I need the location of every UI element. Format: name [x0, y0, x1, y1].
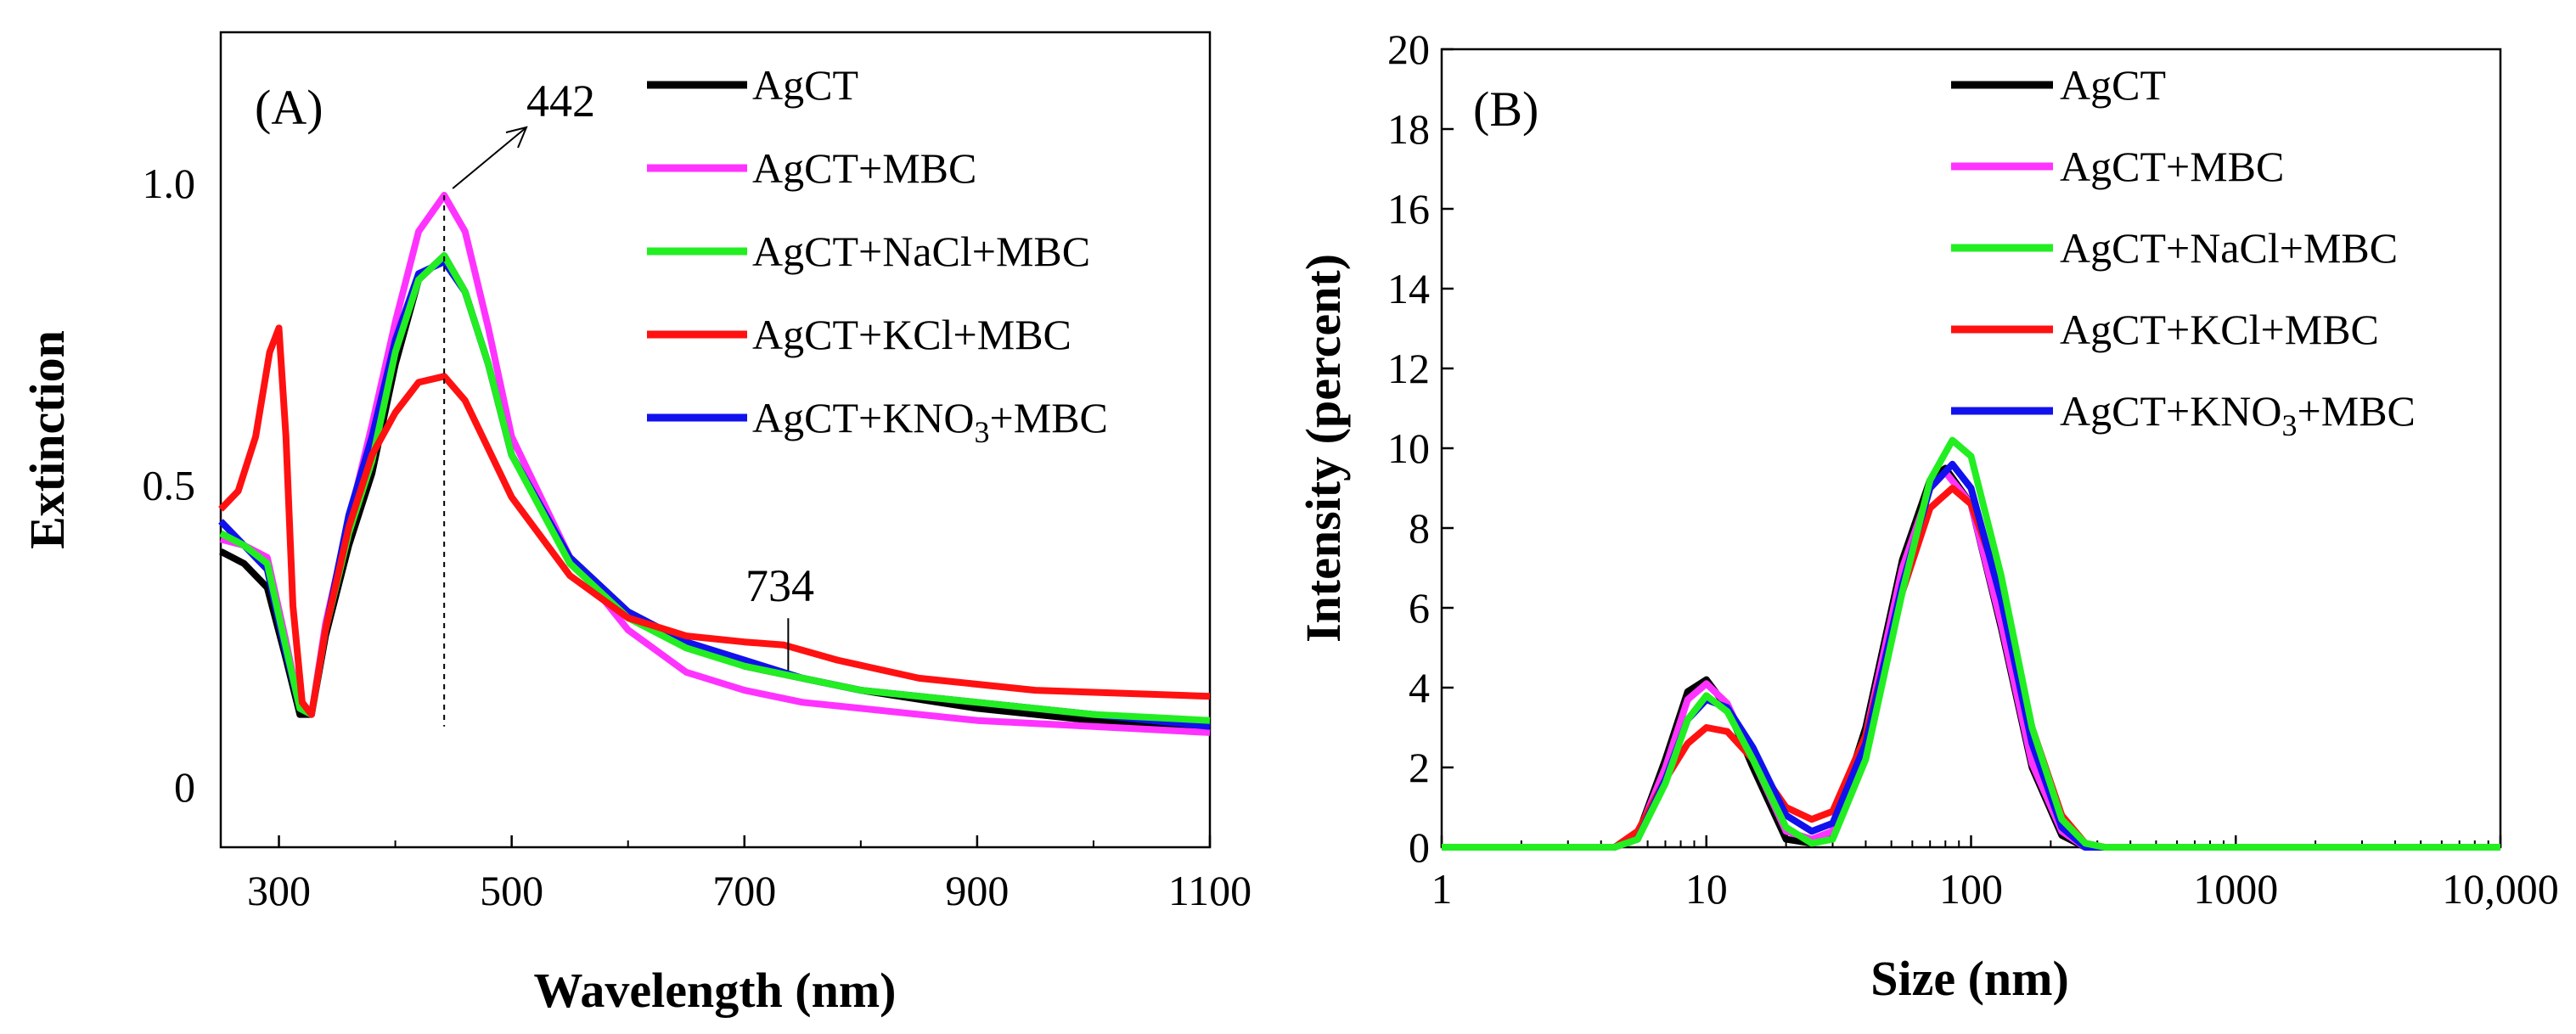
series-line-b-agct-mbc	[1442, 469, 2500, 851]
chart-panel-a: 300 500 700 900 1100 0 0.5 1.0 442 734 (A) Wavel…	[20, 31, 1252, 1018]
legend-label-a-agct-kcl-mbc: AgCT+KCl+MBC	[752, 311, 1071, 358]
y-axis-title-b: Intensity (percent)	[1296, 254, 1351, 643]
y-tick-label-b: 20	[1387, 25, 1430, 73]
y-tick-label-b: 18	[1387, 105, 1430, 153]
x-axis-ticks-b: 1 10 100 1000 10,000 0 2 4 6 8 10 12 14 16 18 20	[1387, 25, 2559, 913]
legend-label-b-agct-mbc: AgCT+MBC	[2060, 143, 2284, 190]
panel-label-b: (B)	[1473, 81, 1538, 137]
legend-a: AgCT AgCT+MBC AgCT+NaCl+MBC AgCT+KCl+MBC AgC…	[647, 61, 1108, 449]
x-tick-label-a: 700	[712, 867, 776, 914]
y-tick-label-b: 0	[1409, 823, 1430, 871]
y-tick-label-b: 10	[1387, 424, 1430, 472]
x-tick-label-b: 1	[1431, 865, 1453, 913]
y-tick-label-a: 0.5	[143, 461, 196, 509]
x-tick-label-b: 1000	[2193, 865, 2278, 913]
series-line-b-agct-nacl-mbc	[1442, 436, 2500, 851]
legend-b: AgCT AgCT+MBC AgCT+NaCl+MBC AgCT+KCl+MBC AgC…	[1951, 61, 2416, 442]
series-line-b-agct	[1442, 464, 2500, 851]
x-tick-label-b: 10,000	[2442, 865, 2559, 913]
x-tick-label-b: 10	[1685, 865, 1728, 913]
x-tick-label-a: 900	[945, 867, 1009, 914]
series-line-a-agct-kcl-mbc	[218, 324, 1211, 718]
y-tick-label-b: 16	[1387, 185, 1430, 233]
plot-frame-a	[219, 31, 1212, 849]
annotations-a: 442 734	[443, 76, 814, 727]
panel-label-a: (A)	[255, 80, 323, 135]
series-line-a-agct-nacl-mbc	[219, 252, 1211, 724]
x-tick-label-a: 500	[480, 867, 543, 914]
series-line-b-agct-kcl-mbc	[1442, 485, 2500, 851]
peak-arrow	[452, 126, 527, 189]
x-tick-label-a: 1100	[1168, 867, 1251, 914]
series-lines-a	[218, 192, 1211, 736]
x-axis-ticks-a: 300 500 700 900 1100 0 0.5 1.0	[143, 160, 1252, 914]
legend-label-b-agct: AgCT	[2060, 61, 2166, 109]
legend-label-a-agct-kno3-mbc: AgCT+KNO3+MBC	[752, 394, 1108, 449]
y-tick-label-b: 6	[1409, 584, 1430, 632]
legend-label-b-agct-nacl-mbc: AgCT+NaCl+MBC	[2060, 224, 2398, 272]
x-axis-title-b: Size (nm)	[1870, 951, 2069, 1006]
legend-label-a-agct: AgCT	[752, 61, 858, 109]
y-tick-label-b: 4	[1409, 664, 1430, 711]
annotation-442: 442	[526, 76, 595, 126]
series-lines-b	[1442, 436, 2500, 851]
x-tick-label-b: 100	[1939, 865, 2003, 913]
y-tick-label-b: 8	[1409, 504, 1430, 552]
x-axis-title-a: Wavelength (nm)	[534, 963, 897, 1018]
y-tick-label-b: 2	[1409, 744, 1430, 791]
legend-label-a-agct-mbc: AgCT+MBC	[752, 144, 976, 192]
peak-arrowhead	[505, 126, 528, 149]
legend-label-b-agct-kcl-mbc: AgCT+KCl+MBC	[2060, 306, 2379, 353]
legend-label-b-agct-kno3-mbc: AgCT+KNO3+MBC	[2060, 387, 2416, 442]
y-tick-label-b: 12	[1387, 345, 1430, 392]
chart-panel-b: 1 10 100 1000 10,000 0 2 4 6 8 10 12 14 16 18 20 (B) Si…	[1296, 25, 2559, 1006]
y-axis-title-a: Extinction	[20, 330, 75, 549]
y-tick-label-a: 0	[174, 763, 195, 811]
series-line-b-agct-kno3-mbc	[1442, 460, 2500, 851]
legend-label-a-agct-nacl-mbc: AgCT+NaCl+MBC	[752, 228, 1090, 275]
y-tick-label-b: 14	[1387, 265, 1430, 312]
annotation-734: 734	[745, 560, 814, 611]
x-tick-label-a: 300	[247, 867, 311, 914]
y-tick-label-a: 1.0	[143, 160, 196, 207]
